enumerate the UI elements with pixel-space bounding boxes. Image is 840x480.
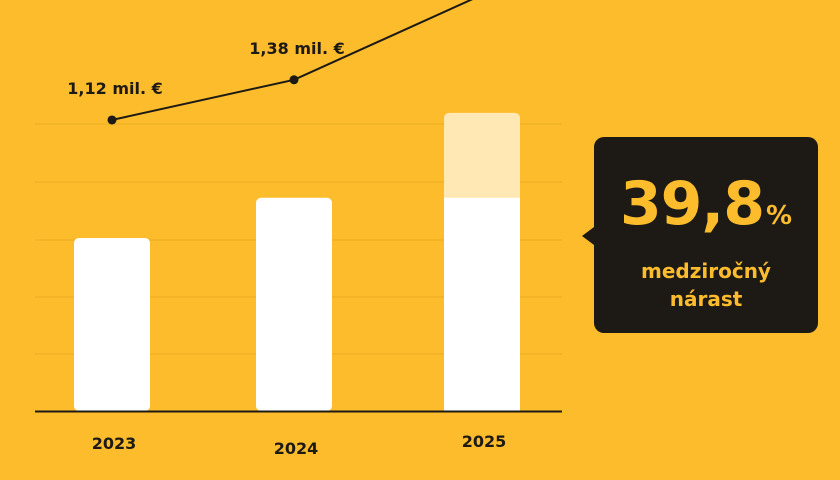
bar-2023 xyxy=(74,237,150,411)
trend-line xyxy=(107,0,473,125)
labels: 1,12 mil. €1,38 mil. €1,93 mil. €2023202… xyxy=(67,39,507,458)
growth-number: 39,8 xyxy=(619,169,765,239)
category-label-2023: 2023 xyxy=(92,434,137,453)
growth-callout: 39,8% medziročný nárast xyxy=(582,137,818,333)
trend-point-2023 xyxy=(107,115,117,125)
bar-2024 xyxy=(256,197,332,411)
value-label-2024: 1,38 mil. € xyxy=(249,39,344,58)
category-label-2024: 2024 xyxy=(274,439,319,458)
bars xyxy=(74,112,520,411)
growth-unit: % xyxy=(765,201,793,231)
growth-caption: medziročný nárast xyxy=(594,257,818,313)
growth-caption-line-2: nárast xyxy=(669,287,743,311)
value-label-2023: 1,12 mil. € xyxy=(67,79,162,98)
bar-2025 xyxy=(444,197,520,411)
category-label-2025: 2025 xyxy=(462,432,507,451)
trend-point-2024 xyxy=(289,75,299,85)
trend-polyline xyxy=(111,0,473,121)
growth-caption-line-1: medziročný xyxy=(641,259,771,283)
growth-value: 39,8% xyxy=(594,169,818,239)
